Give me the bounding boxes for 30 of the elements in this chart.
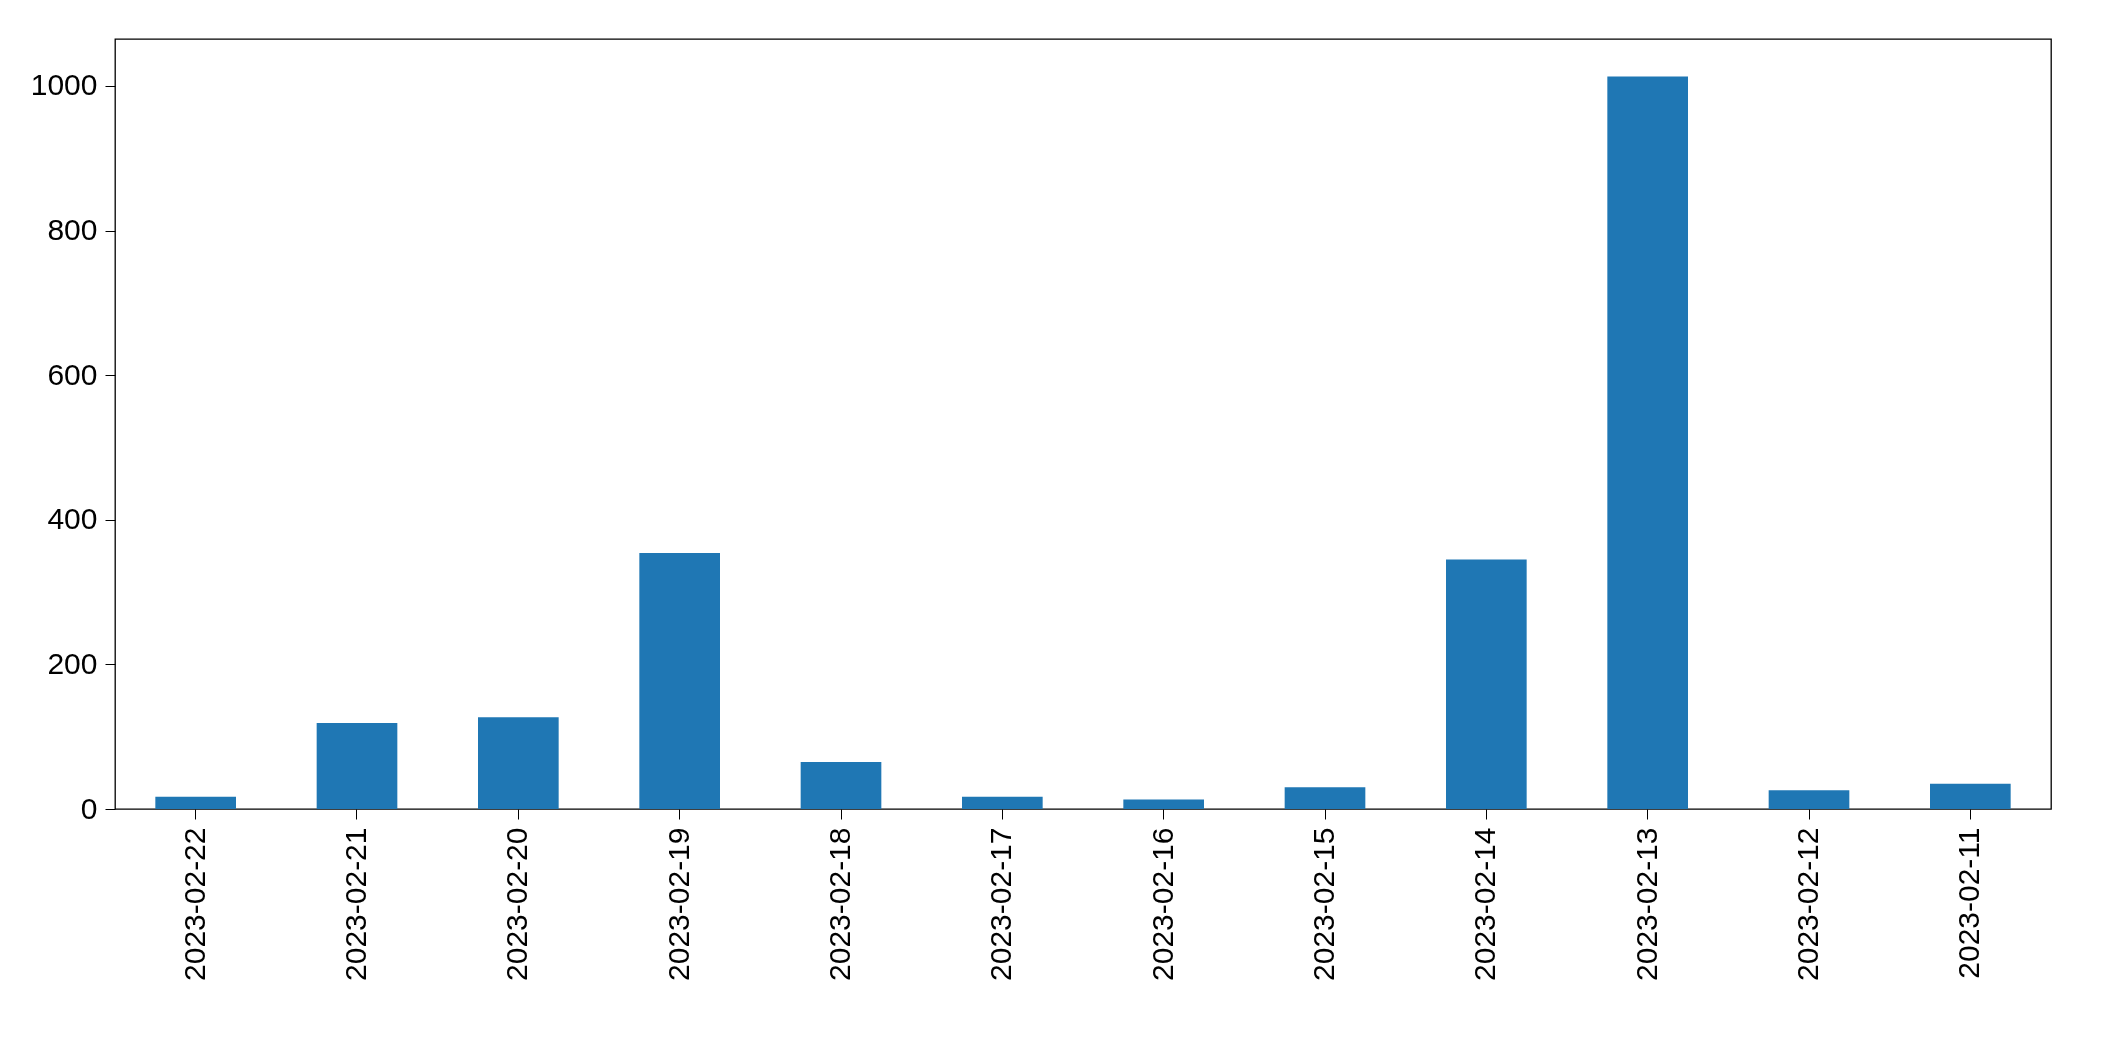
x-tick-label: 2023-02-15 (1307, 827, 1340, 981)
x-tick-label: 2023-02-11 (1952, 827, 1986, 979)
bar (1768, 790, 1850, 809)
x-tick-label: 2023-02-13 (1629, 827, 1663, 981)
y-tick-label: 1000 (30, 68, 98, 102)
x-tick-label: 2023-02-12 (1791, 827, 1824, 981)
bar (1446, 559, 1527, 809)
x-tick-label: 2023-02-21 (339, 827, 372, 981)
bar (1607, 76, 1688, 809)
bar (155, 796, 236, 809)
y-tick-label: 400 (47, 502, 98, 536)
y-tick-label: 200 (47, 646, 98, 680)
bar (478, 717, 559, 809)
bar (1930, 783, 2011, 809)
x-tick-label: 2023-02-20 (500, 827, 534, 981)
y-tick-label: 600 (47, 357, 98, 391)
x-tick-label: 2023-02-14 (1468, 827, 1502, 981)
bar (1284, 787, 1366, 809)
bar (639, 553, 720, 809)
bar (800, 762, 882, 809)
x-tick-label: 2023-02-22 (177, 827, 211, 981)
x-tick-label: 2023-02-16 (1145, 827, 1179, 981)
bar (962, 796, 1043, 809)
x-tick-label: 2023-02-18 (823, 827, 856, 981)
bar (1123, 799, 1204, 809)
x-tick-label: 2023-02-17 (984, 827, 1018, 981)
x-tick-label: 2023-02-19 (661, 827, 695, 981)
y-tick-label: 0 (80, 791, 98, 825)
y-tick-label: 800 (47, 213, 98, 247)
bar (316, 722, 398, 809)
